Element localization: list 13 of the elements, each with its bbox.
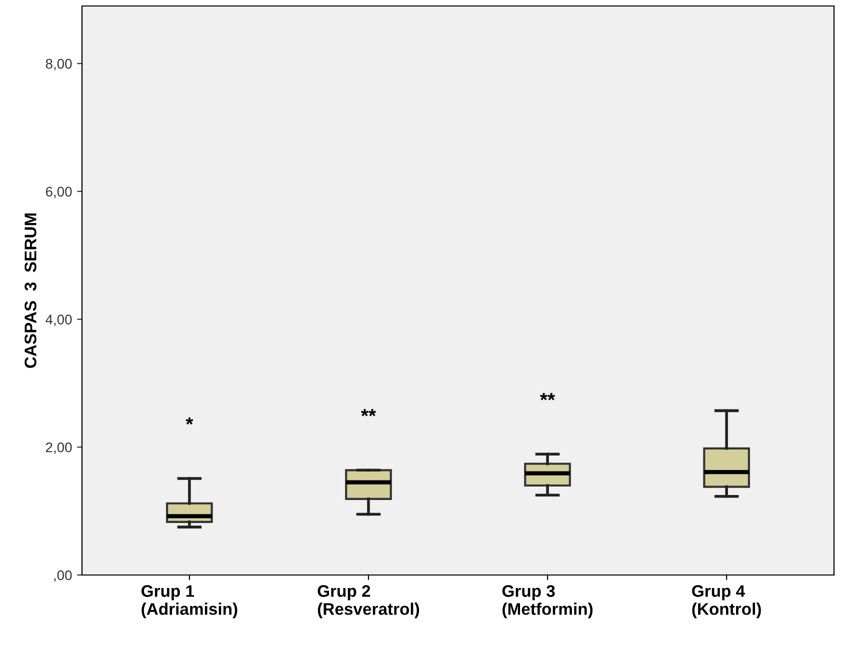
x-tick-label: Grup 3 (Metformin)	[502, 585, 593, 618]
y-axis-title: CASPAS 3 SERUM	[24, 214, 36, 368]
y-tick-label: 2,00	[46, 442, 72, 454]
x-tick-label: Grup 1 (Adriamisin)	[142, 585, 238, 618]
annotation: **	[360, 409, 376, 416]
y-tick-label: 8,00	[46, 58, 72, 70]
annotation: *	[186, 417, 194, 425]
y-tick-label: 6,00	[46, 186, 72, 198]
y-tick-label: ,00	[54, 570, 72, 582]
x-tick-label: Grup 4 (Kontrol)	[692, 585, 761, 618]
y-tick-label: 4,00	[46, 314, 72, 326]
x-tick-label: Grup 2 (Resveratrol)	[318, 585, 420, 618]
annotation: **	[540, 393, 556, 400]
